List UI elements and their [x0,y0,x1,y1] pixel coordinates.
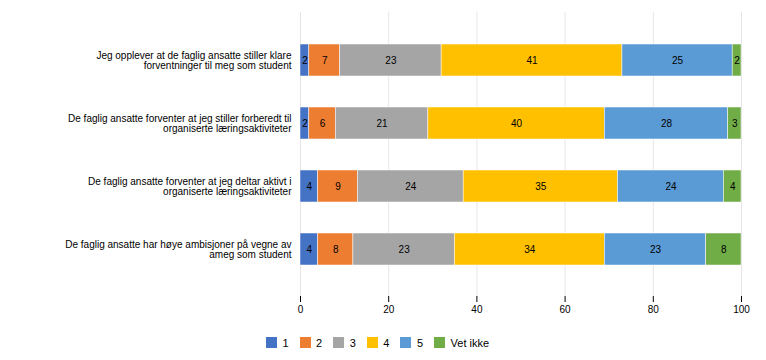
svg-text:4: 4 [307,244,313,255]
svg-text:24: 24 [405,181,417,192]
svg-text:2: 2 [302,118,308,129]
html-text:2: 2 [316,336,323,349]
svg-text:100: 100 [733,304,750,315]
svg-text:21: 21 [377,118,389,129]
svg-text:80: 80 [648,304,660,315]
svg-text:60: 60 [560,304,572,315]
svg-text:20: 20 [383,304,395,315]
svg-text:0: 0 [298,304,304,315]
html-text:3: 3 [349,336,356,349]
svg-text:4: 4 [307,181,313,192]
svg-text:35: 35 [535,181,547,192]
svg-text:De faglig ansatte forventer at: De faglig ansatte forventer at jeg delta… [88,176,292,197]
html-text:Vet ikke: Vet ikke [450,336,490,349]
svg-text:34: 34 [524,244,536,255]
svg-text:23: 23 [399,244,411,255]
svg-text:6: 6 [320,118,326,129]
svg-text:23: 23 [385,55,397,66]
svg-text:De faglig ansatte forventer at: De faglig ansatte forventer at jeg still… [68,113,292,134]
svg-text:3: 3 [732,118,738,129]
svg-text:De faglig ansatte har høye amb: De faglig ansatte har høye ambisjoner på… [65,239,291,260]
html-text:1: 1 [282,336,289,349]
svg-text:28: 28 [661,118,673,129]
svg-text:9: 9 [335,181,341,192]
svg-text:23: 23 [650,244,662,255]
svg-text:41: 41 [526,55,538,66]
svg-text:25: 25 [672,55,684,66]
html-text:5: 5 [416,336,423,349]
svg-text:2: 2 [734,55,740,66]
svg-text:24: 24 [665,181,677,192]
html-text:4: 4 [383,336,390,349]
svg-text:Jeg opplever at de faglig ansa: Jeg opplever at de faglig ansatte stille… [96,50,292,71]
svg-text:2: 2 [302,55,308,66]
svg-text:4: 4 [730,181,736,192]
svg-text:40: 40 [471,304,483,315]
svg-text:40: 40 [511,118,523,129]
svg-text:7: 7 [322,55,328,66]
svg-text:8: 8 [333,244,339,255]
svg-text:8: 8 [721,244,727,255]
